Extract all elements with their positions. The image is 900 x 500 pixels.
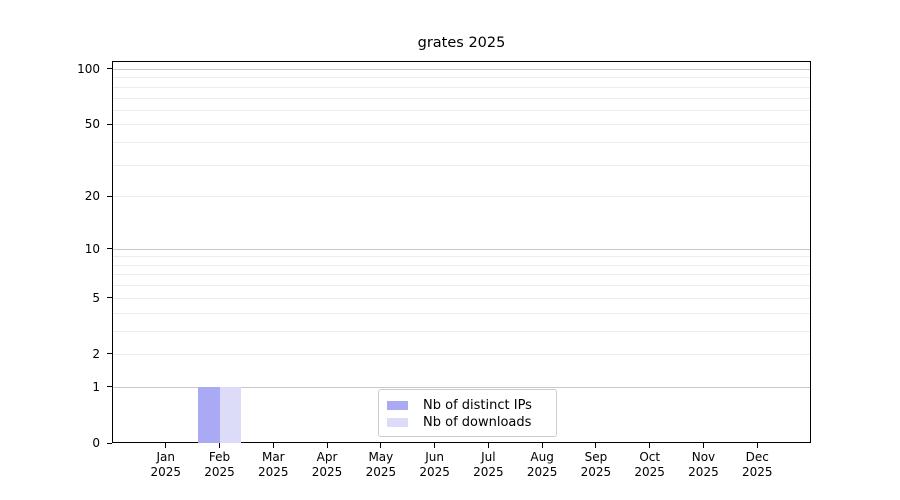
bar-distinct-ips-feb xyxy=(198,386,220,443)
y-tick-mark xyxy=(107,442,112,444)
x-tick-label: Feb 2025 xyxy=(192,450,248,480)
x-tick-month: Apr xyxy=(316,450,338,464)
x-tick-label: Dec 2025 xyxy=(729,450,785,480)
minor-gridline xyxy=(113,77,810,79)
y-tick-mark xyxy=(107,353,112,355)
y-tick-mark xyxy=(107,386,112,388)
x-tick-month: Jul xyxy=(481,450,496,464)
x-tick-mark xyxy=(649,443,651,448)
minor-gridline xyxy=(113,164,810,166)
y-tick-label: 0 xyxy=(92,436,100,450)
x-tick-month: Mar xyxy=(261,450,285,464)
minor-gridline xyxy=(113,109,810,111)
major-gridline xyxy=(113,248,810,250)
legend-item-distinct-ips: Nb of distinct IPs xyxy=(387,398,547,413)
x-tick-mark xyxy=(487,443,489,448)
x-tick-month: May xyxy=(368,450,394,464)
x-tick-label: Jul 2025 xyxy=(460,450,516,480)
y-tick-label: 50 xyxy=(84,117,100,132)
minor-gridline xyxy=(113,86,810,88)
minor-gridline xyxy=(113,124,810,126)
x-tick-mark xyxy=(541,443,543,448)
x-tick-label: Aug 2025 xyxy=(514,450,570,480)
y-tick-mark xyxy=(107,248,112,250)
x-tick-year: 2025 xyxy=(150,465,182,479)
minor-gridline xyxy=(113,256,810,258)
minor-gridline xyxy=(113,97,810,99)
x-tick-year: 2025 xyxy=(741,465,773,479)
x-tick-month: Jan xyxy=(156,450,176,464)
legend-label-downloads: Nb of downloads xyxy=(423,415,532,430)
y-tick-mark xyxy=(107,195,112,197)
minor-gridline xyxy=(113,196,810,198)
x-tick-label: Sep 2025 xyxy=(568,450,624,480)
x-tick-month: Sep xyxy=(584,450,608,464)
x-tick-year: 2025 xyxy=(258,465,289,479)
major-gridline xyxy=(113,386,810,388)
x-tick-month: Nov xyxy=(691,450,716,464)
minor-gridline xyxy=(113,142,810,144)
x-tick-year: 2025 xyxy=(419,465,450,479)
minor-gridline xyxy=(113,353,810,355)
x-tick-mark xyxy=(380,443,382,448)
minor-gridline xyxy=(113,274,810,276)
y-tick-label: 10 xyxy=(84,241,100,256)
minor-gridline xyxy=(113,285,810,287)
x-tick-mark xyxy=(756,443,758,448)
x-tick-year: 2025 xyxy=(204,465,235,479)
x-tick-month: Dec xyxy=(745,450,769,464)
x-tick-mark xyxy=(702,443,704,448)
x-tick-month: Oct xyxy=(639,450,661,464)
x-tick-mark xyxy=(326,443,328,448)
x-tick-label: Oct 2025 xyxy=(622,450,678,480)
y-tick-label: 20 xyxy=(84,189,100,204)
x-tick-mark xyxy=(272,443,274,448)
x-tick-year: 2025 xyxy=(634,465,665,479)
minor-gridline xyxy=(113,312,810,314)
x-tick-label: Mar 2025 xyxy=(245,450,301,480)
x-tick-month: Feb xyxy=(208,450,231,464)
minor-gridline xyxy=(113,330,810,332)
x-tick-year: 2025 xyxy=(580,465,612,479)
x-tick-year: 2025 xyxy=(365,465,397,479)
x-tick-mark xyxy=(595,443,597,448)
y-tick-mark xyxy=(107,297,112,299)
x-tick-year: 2025 xyxy=(688,465,719,479)
y-tick-mark xyxy=(107,123,112,125)
chart-title: grates 2025 xyxy=(417,35,506,51)
legend-swatch-distinct-ips-icon xyxy=(387,401,408,410)
x-tick-label: Apr 2025 xyxy=(299,450,355,480)
x-tick-label: Nov 2025 xyxy=(675,450,731,480)
legend-label-distinct-ips: Nb of distinct IPs xyxy=(423,398,532,413)
x-tick-label: Jun 2025 xyxy=(407,450,463,480)
x-tick-month: Jun xyxy=(425,450,444,464)
minor-gridline xyxy=(113,297,810,299)
x-tick-month: Aug xyxy=(530,450,554,464)
y-tick-mark xyxy=(107,68,112,70)
x-tick-year: 2025 xyxy=(526,465,558,479)
x-tick-mark xyxy=(219,443,221,448)
y-tick-label: 2 xyxy=(92,346,100,361)
minor-gridline xyxy=(113,264,810,266)
legend: Nb of distinct IPs Nb of downloads xyxy=(378,389,557,437)
plot-area xyxy=(112,61,811,443)
legend-item-downloads: Nb of downloads xyxy=(387,415,547,430)
y-tick-label: 1 xyxy=(92,379,100,394)
x-tick-mark xyxy=(434,443,436,448)
legend-swatch-downloads-icon xyxy=(387,418,408,427)
x-tick-year: 2025 xyxy=(473,465,504,479)
major-gridline xyxy=(113,68,810,70)
bar-downloads-feb xyxy=(219,386,242,443)
x-tick-year: 2025 xyxy=(311,465,343,479)
x-tick-label: Jan 2025 xyxy=(138,450,194,480)
x-tick-label: May 2025 xyxy=(353,450,409,480)
y-tick-label: 100 xyxy=(77,61,100,76)
x-tick-mark xyxy=(165,443,167,448)
y-tick-label: 5 xyxy=(92,290,100,305)
